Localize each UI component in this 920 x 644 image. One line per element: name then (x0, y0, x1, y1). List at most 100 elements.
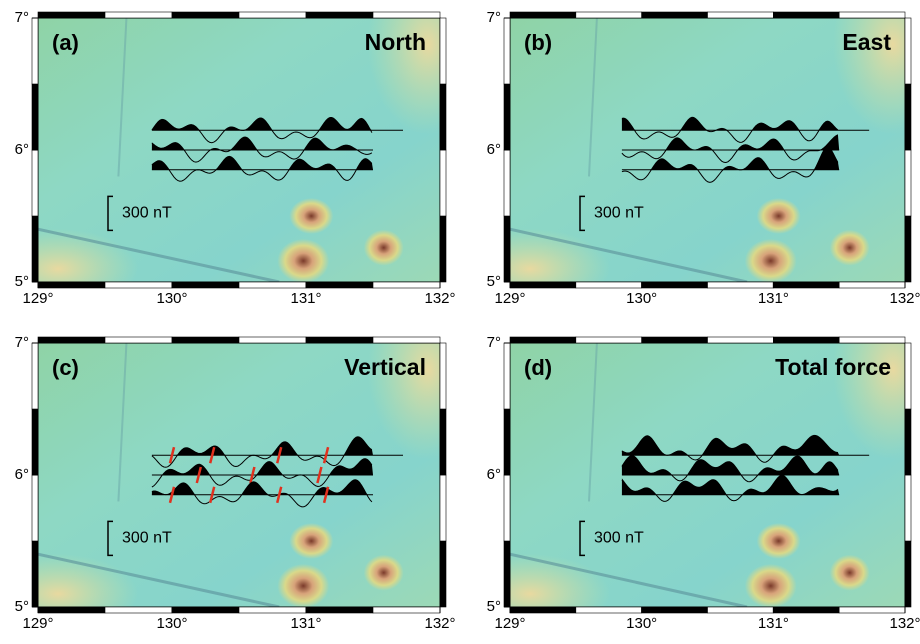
seamount (745, 564, 797, 608)
frame-segment (510, 282, 576, 288)
frame-segment (504, 84, 510, 150)
x-tick-label: 129° (494, 290, 525, 307)
frame-segment (38, 282, 105, 288)
y-tick-label: 5° (487, 598, 501, 615)
x-tick-label: 132° (424, 615, 455, 632)
highland (450, 229, 610, 309)
seamount (277, 564, 329, 608)
frame-segment (642, 337, 708, 343)
frame-segment (105, 282, 172, 288)
frame-segment (172, 282, 239, 288)
seamount (830, 230, 870, 266)
frame-segment (905, 84, 911, 150)
frame-segment (773, 282, 839, 288)
map-panel: 129°130°131°132°5°6°7°(b)East300 nT (450, 0, 920, 309)
figure: 129° 130° 131° 132° 5° 6° 7° (a) North 300 nT 129°… (0, 0, 920, 639)
x-tick-label: 129° (494, 615, 525, 632)
frame-segment (32, 475, 38, 541)
frame-segment (239, 282, 306, 288)
x-tick-label: 131° (290, 290, 321, 307)
frame-segment (440, 409, 446, 475)
frame-segment (440, 84, 446, 150)
frame-segment (504, 150, 510, 216)
frame-segment (576, 12, 642, 18)
frame-segment (32, 150, 38, 216)
frame-segment (504, 541, 510, 607)
frame-segment (105, 337, 172, 343)
frame-segment (32, 541, 38, 607)
frame-segment (373, 607, 440, 613)
panel-label: (a) (52, 30, 79, 55)
frame-segment (773, 12, 839, 18)
map-panel: 129°130°131°132°5°6°7°(d)Total force300 … (450, 279, 920, 633)
scale-label: 300 nT (594, 205, 644, 222)
frame-segment (32, 18, 38, 84)
y-tick-label: 7° (15, 334, 29, 351)
x-tick-label: 131° (758, 615, 789, 632)
frame-segment (440, 475, 446, 541)
frame-segment (239, 12, 306, 18)
x-tick-label: 130° (626, 615, 657, 632)
y-tick-label: 5° (15, 598, 29, 615)
panel-label: (d) (524, 355, 552, 380)
scale-label: 300 nT (122, 530, 172, 547)
frame-segment (510, 12, 576, 18)
x-tick-label: 129° (22, 615, 53, 632)
frame-segment (38, 337, 105, 343)
y-tick-label: 7° (487, 9, 501, 26)
frame-segment (504, 475, 510, 541)
frame-segment (105, 12, 172, 18)
frame-segment (440, 150, 446, 216)
frame-segment (32, 343, 38, 409)
x-tick-label: 130° (156, 615, 187, 632)
frame-segment (510, 607, 576, 613)
frame-segment (504, 18, 510, 84)
frame-segment (306, 337, 373, 343)
x-tick-label: 131° (290, 615, 321, 632)
frame-segment (239, 607, 306, 613)
y-tick-label: 6° (487, 141, 501, 158)
frame-segment (642, 282, 708, 288)
frame-segment (32, 216, 38, 282)
seamount (830, 555, 870, 591)
frame-segment (172, 12, 239, 18)
frame-segment (905, 475, 911, 541)
y-tick-label: 5° (15, 273, 29, 290)
y-tick-label: 7° (487, 334, 501, 351)
map-body (450, 279, 920, 633)
frame-segment (839, 337, 905, 343)
frame-segment (642, 607, 708, 613)
seamount (289, 198, 333, 234)
highland (450, 554, 610, 634)
frame-segment (440, 343, 446, 409)
seamount (757, 198, 801, 234)
y-tick-label: 6° (15, 466, 29, 483)
panel-title: Total force (775, 354, 891, 380)
frame-segment (642, 12, 708, 18)
frame-segment (839, 282, 905, 288)
frame-segment (708, 282, 774, 288)
frame-segment (172, 337, 239, 343)
frame-segment (105, 607, 172, 613)
y-tick-label: 7° (15, 9, 29, 26)
frame-segment (510, 337, 576, 343)
frame-segment (440, 216, 446, 282)
frame-segment (504, 409, 510, 475)
map-body (0, 279, 488, 633)
seamount (364, 555, 404, 591)
frame-segment (172, 607, 239, 613)
panel-title: North (365, 29, 426, 55)
frame-segment (32, 84, 38, 150)
frame-segment (306, 282, 373, 288)
map-panel: 129°130°131°132°5°6°7°(c)Vertical300 nT (0, 279, 488, 633)
scale-label: 300 nT (122, 205, 172, 222)
frame-segment (905, 409, 911, 475)
panel-label: (b) (524, 30, 552, 55)
scale-label: 300 nT (594, 530, 644, 547)
frame-segment (306, 12, 373, 18)
panel-label: (c) (52, 355, 79, 380)
frame-segment (504, 343, 510, 409)
frame-segment (905, 216, 911, 282)
frame-segment (38, 607, 105, 613)
x-tick-label: 131° (758, 290, 789, 307)
